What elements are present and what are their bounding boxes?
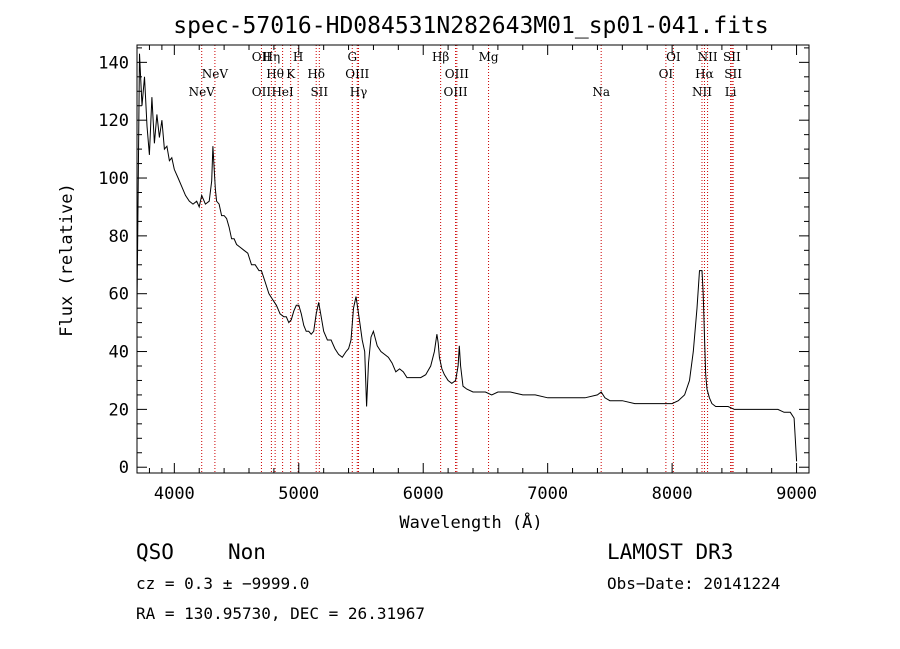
x-axis-ticks: 4000 5000 6000 7000 8000 9000	[148, 45, 817, 504]
emission-line-labels: NeVNeVOIIOIIHηHθHeIKHHδSIIGOIIIHγHβOIIIO…	[189, 50, 743, 99]
emission-line-label: Hδ	[307, 67, 325, 81]
emission-line-label: OII	[252, 50, 272, 64]
emission-line-label: Hβ	[432, 50, 449, 64]
emission-line-label: SII	[723, 50, 741, 64]
emission-line-label: Li	[725, 85, 737, 99]
x-tick-label: 9000	[776, 484, 817, 504]
emission-line-label: SII	[724, 67, 742, 81]
emission-line-label: Hη	[263, 50, 281, 64]
y-tick-label: 60	[109, 285, 129, 305]
x-axis-label: Wavelength (Å)	[399, 511, 542, 533]
emission-line-label: Hγ	[350, 85, 368, 99]
object-subclass: Non	[228, 540, 266, 564]
object-class: QSO	[136, 540, 174, 564]
y-tick-label: 120	[98, 111, 129, 131]
y-tick-label: 0	[119, 458, 129, 478]
emission-line-label: OIII	[444, 85, 468, 99]
chart-title: spec-57016-HD084531N282643M01_sp01-041.f…	[173, 13, 768, 39]
emission-line-label: Mg	[479, 50, 499, 64]
observation-date: Obs−Date: 20141224	[607, 574, 780, 593]
survey-name: LAMOST DR3	[607, 540, 733, 564]
x-tick-label: 5000	[278, 484, 319, 504]
y-axis-label: Flux (relative)	[57, 183, 77, 337]
x-tick-label: 6000	[403, 484, 444, 504]
emission-line-label: Hθ	[266, 67, 284, 81]
emission-line-label: Hα	[695, 67, 714, 81]
emission-line-label: K	[286, 67, 296, 81]
plot-frame	[136, 44, 810, 474]
emission-line-label: OI	[666, 50, 681, 64]
x-tick-label: 4000	[154, 484, 195, 504]
emission-line-label: H	[293, 50, 303, 64]
y-tick-label: 100	[98, 169, 129, 189]
emission-line-label: NeV	[202, 67, 229, 81]
y-tick-label: 20	[109, 400, 129, 420]
emission-line-markers	[201, 45, 734, 473]
redshift-info: cz = 0.3 ± −9999.0	[136, 574, 309, 593]
emission-line-label: OIII	[345, 67, 369, 81]
emission-line-label: HeI	[271, 85, 294, 99]
emission-line-label: NeV	[189, 85, 216, 99]
y-tick-label: 140	[98, 53, 129, 73]
emission-line-label: Na	[592, 85, 610, 99]
emission-line-label: OIII	[445, 67, 469, 81]
x-tick-label: 7000	[527, 484, 568, 504]
emission-line-label: SII	[310, 85, 328, 99]
emission-line-label: NII	[692, 85, 712, 99]
spectrum-line	[136, 53, 798, 462]
emission-line-label: NII	[698, 50, 718, 64]
x-tick-label: 8000	[652, 484, 693, 504]
emission-line-label: G	[347, 50, 357, 64]
spectrum-series	[136, 53, 798, 462]
y-axis-ticks: 0 20 40 60 80 100 120 140	[98, 47, 809, 478]
emission-line-label: OII	[252, 85, 272, 99]
y-tick-label: 80	[109, 227, 129, 247]
emission-line-label: OI	[659, 67, 674, 81]
y-tick-label: 40	[109, 343, 129, 363]
coordinates: RA = 130.95730, DEC = 26.31967	[136, 604, 425, 623]
